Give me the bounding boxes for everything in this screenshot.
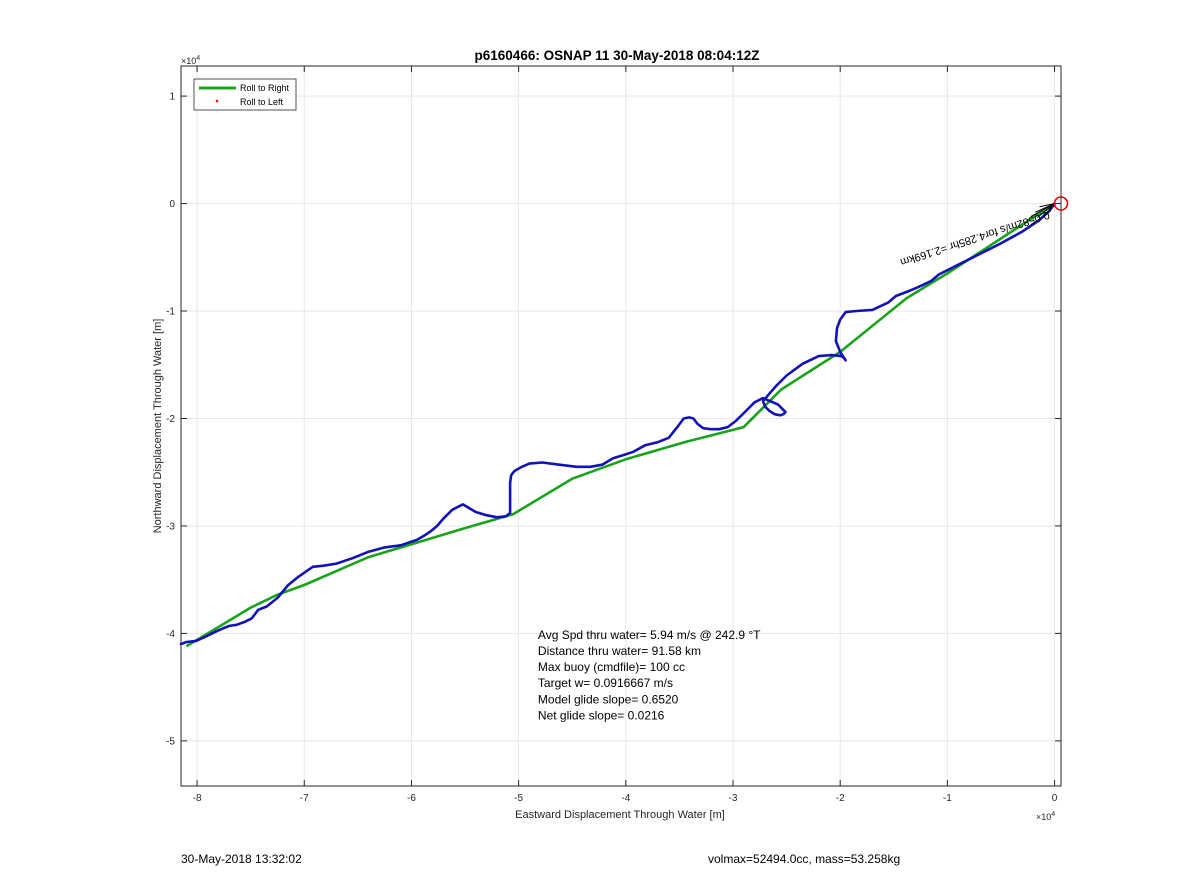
y-tick-label: -4 [166, 629, 175, 640]
x-tick-label: -2 [836, 793, 845, 804]
y-tick-label: 1 [169, 92, 175, 103]
legend-label-roll-right: Roll to Right [240, 83, 290, 93]
stats-annotation-line: Model glide slope= 0.6520 [538, 692, 679, 706]
footer-timestamp: 30-May-2018 13:32:02 [181, 852, 302, 866]
series-roll-to-right [185, 202, 1056, 648]
current-vector-arrow-line [1039, 203, 1055, 208]
plot-frame [180, 65, 1062, 787]
current-vector-label: 0.0582m/s for4.285hr =2.169km [899, 208, 1051, 268]
legend-box [193, 78, 297, 111]
series-glider-track [179, 202, 1056, 646]
x-exponent-power: 4 [1051, 811, 1055, 818]
x-tick-label: -5 [514, 793, 523, 804]
stats-annotation-line: Net glide slope= 0.0216 [538, 708, 665, 722]
series-layer: 0.0582m/s for4.285hr =2.169km [179, 196, 1069, 648]
endpoint-marker [1053, 196, 1069, 211]
grid-lines [181, 66, 1061, 786]
y-tick-label: -1 [166, 307, 175, 318]
x-axis-label: Eastward Displacement Through Water [m] [515, 809, 725, 821]
x-tick-label: -4 [621, 793, 630, 804]
x-tick-label: 0 [1052, 793, 1058, 804]
stats-annotation-line: Max buoy (cmdfile)= 100 cc [538, 660, 685, 674]
y-axis-label: Northward Displacement Through Water [m] [152, 319, 164, 534]
legend: Roll to Right Roll to Left [193, 78, 297, 111]
y-tick-label: -2 [166, 414, 175, 425]
axis-ticks: -8 -7 -6 -5 -4 -3 -2 -1 0 1 0 -1 -2 -3 -4 -5 [166, 66, 1061, 804]
current-vector-arrow-line [1030, 203, 1055, 217]
chart-title: p6160466: OSNAP 11 30-May-2018 08:04:12Z [475, 48, 760, 63]
x-tick-label: -8 [193, 793, 202, 804]
y-tick-label: -5 [166, 736, 175, 747]
current-vector-arrow-line [1044, 203, 1055, 216]
annotation-layer: Avg Spd thru water= 5.94 m/s @ 242.9 °T D… [538, 628, 761, 723]
y-tick-label: 0 [169, 199, 175, 210]
y-exponent-power: 4 [196, 55, 200, 62]
y-exponent-base: ×10 [181, 56, 196, 66]
stats-annotation-line: Distance thru water= 91.58 km [538, 644, 701, 658]
footer-volmax-mass: volmax=52494.0cc, mass=53.258kg [708, 852, 901, 866]
x-exponent-base: ×10 [1036, 812, 1051, 822]
legend-label-roll-left: Roll to Left [240, 97, 284, 107]
stats-annotation-line: Avg Spd thru water= 5.94 m/s @ 242.9 °T [538, 628, 761, 642]
x-tick-label: -6 [407, 793, 416, 804]
stats-annotation-line: Target w= 0.0916667 m/s [538, 676, 673, 690]
x-tick-label: -3 [729, 793, 738, 804]
y-exponent-label: ×104 [181, 55, 200, 66]
x-exponent-label: ×104 [1036, 811, 1055, 822]
x-tick-label: -7 [300, 793, 309, 804]
legend-swatch-roll-left [215, 99, 219, 103]
y-tick-label: -3 [166, 521, 175, 532]
x-tick-label: -1 [943, 793, 952, 804]
current-vector-arrow-line [1037, 203, 1055, 218]
